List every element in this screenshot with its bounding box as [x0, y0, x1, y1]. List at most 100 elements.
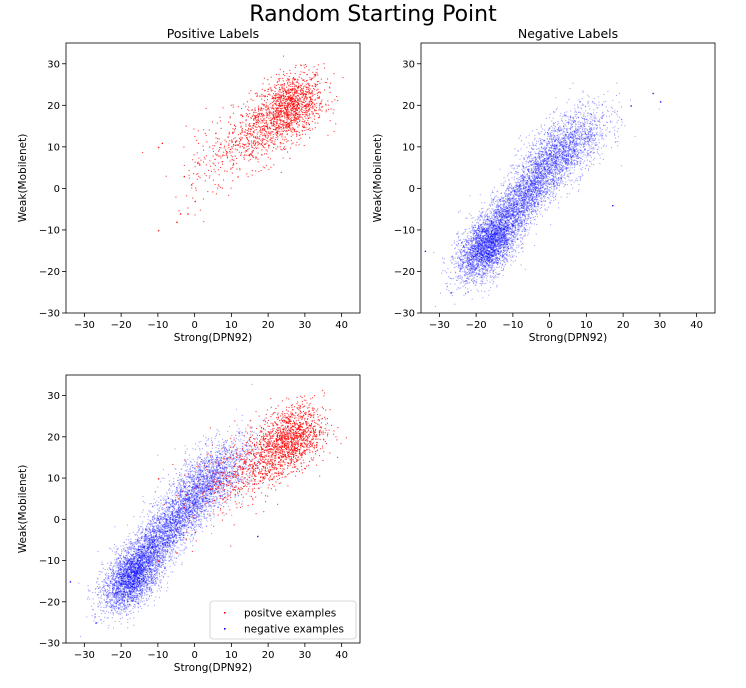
scatter-point: [253, 111, 255, 113]
scatter-point: [476, 264, 478, 266]
scatter-point: [214, 165, 216, 167]
scatter-point: [457, 286, 459, 288]
scatter-point: [284, 89, 286, 91]
scatter-point: [507, 261, 509, 263]
scatter-point: [292, 89, 294, 91]
scatter-point: [271, 104, 273, 106]
scatter-point: [226, 156, 228, 158]
scatter-point: [272, 142, 274, 144]
scatter-point: [271, 89, 273, 91]
scatter-point: [494, 249, 496, 251]
scatter-point: [481, 245, 483, 247]
scatter-point: [319, 103, 321, 105]
scatter-point: [568, 122, 570, 124]
scatter-point: [286, 97, 288, 99]
scatter-point: [507, 226, 509, 228]
scatter-point: [500, 246, 502, 248]
scatter-point: [484, 265, 486, 267]
scatter-point: [451, 295, 453, 297]
scatter-point: [483, 244, 485, 246]
scatter-point: [301, 101, 303, 103]
scatter-point: [297, 95, 299, 97]
scatter-point: [475, 281, 477, 283]
scatter-point: [485, 238, 487, 240]
scatter-point: [476, 246, 478, 248]
scatter-point: [310, 92, 312, 94]
scatter-point: [505, 257, 507, 259]
scatter-point: [540, 190, 542, 192]
scatter-point: [498, 222, 500, 224]
scatter-point: [267, 123, 269, 125]
scatter-point: [506, 234, 508, 236]
scatter-point: [495, 239, 497, 241]
scatter-point: [292, 127, 294, 129]
scatter-point: [279, 84, 281, 86]
scatter-point: [467, 272, 469, 274]
scatter-point: [272, 136, 274, 138]
scatter-point: [473, 258, 475, 260]
scatter-point: [297, 107, 299, 109]
scatter-point: [482, 240, 484, 242]
scatter-point: [221, 155, 223, 157]
scatter-point: [290, 121, 292, 123]
scatter-point: [493, 249, 495, 251]
scatter-point: [310, 99, 312, 101]
scatter-point: [481, 250, 483, 252]
scatter-point: [493, 255, 495, 257]
scatter-point: [485, 262, 487, 264]
scatter-point: [471, 265, 473, 267]
scatter-point: [473, 237, 475, 239]
scatter-point: [229, 140, 231, 142]
scatter-point: [287, 105, 289, 107]
scatter-point: [505, 237, 507, 239]
scatter-point: [482, 248, 484, 250]
scatter-point: [475, 267, 477, 269]
scatter-point: [475, 258, 477, 260]
scatter-point: [494, 227, 496, 229]
scatter-point: [494, 238, 496, 240]
scatter-point: [524, 197, 526, 199]
scatter-point: [271, 98, 273, 100]
scatter-point: [523, 215, 525, 217]
scatter-point: [471, 226, 473, 228]
scatter-point: [489, 233, 491, 235]
scatter-point: [489, 254, 491, 256]
scatter-point: [477, 221, 479, 223]
scatter-point: [256, 123, 258, 125]
scatter-point: [482, 257, 484, 259]
scatter-point: [505, 226, 507, 228]
scatter-point: [491, 236, 493, 238]
scatter-point: [487, 243, 489, 245]
scatter-point: [470, 273, 472, 275]
scatter-point: [281, 136, 283, 138]
scatter-point: [188, 174, 190, 176]
scatter-point: [482, 277, 484, 279]
scatter-point: [478, 241, 480, 243]
scatter-point: [294, 113, 296, 115]
scatter-point: [492, 241, 494, 243]
scatter-point: [457, 231, 459, 233]
scatter-point: [494, 276, 496, 278]
scatter-point: [477, 247, 479, 249]
scatter-point: [478, 255, 480, 257]
scatter-point: [502, 233, 504, 235]
scatter-point: [307, 91, 309, 93]
scatter-point: [455, 266, 457, 268]
scatter-point: [478, 243, 480, 245]
scatter-point: [228, 133, 230, 135]
scatter-point: [282, 157, 284, 159]
scatter-point: [483, 248, 485, 250]
scatter-point: [550, 169, 552, 171]
scatter-point: [495, 244, 497, 246]
scatter-point: [501, 236, 503, 238]
scatter-point: [493, 212, 495, 214]
scatter-point: [490, 240, 492, 242]
scatter-point: [515, 229, 517, 231]
scatter-point: [278, 118, 280, 120]
scatter-point: [528, 188, 530, 190]
scatter-point: [504, 217, 506, 219]
scatter-point: [495, 226, 497, 228]
scatter-point: [484, 259, 486, 261]
scatter-point: [284, 106, 286, 108]
scatter-point: [451, 256, 453, 258]
